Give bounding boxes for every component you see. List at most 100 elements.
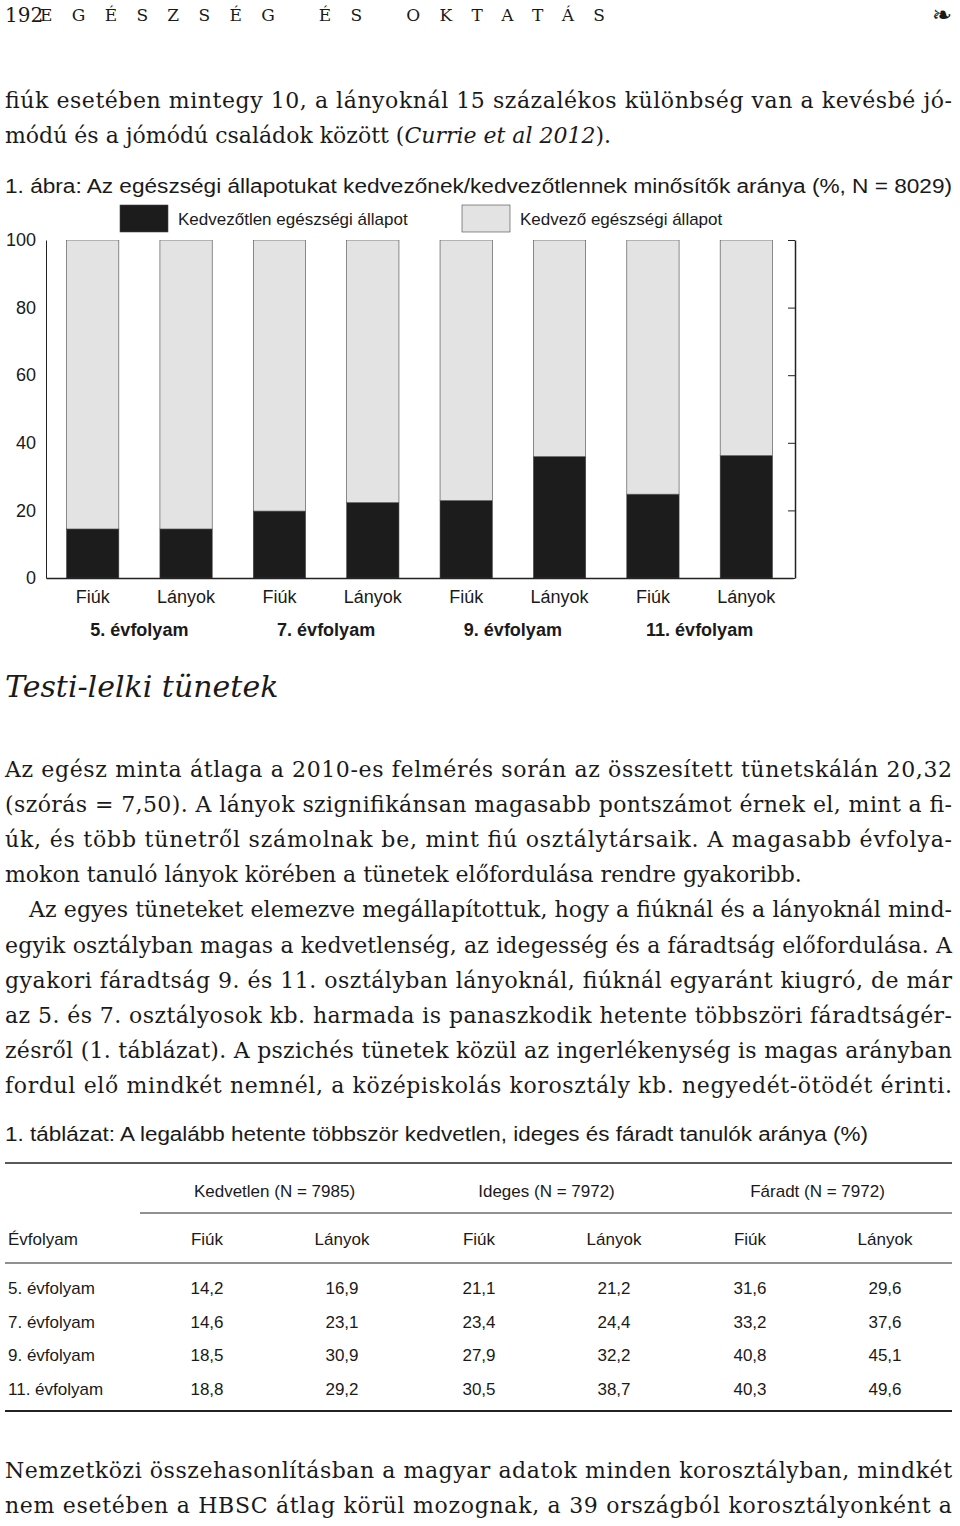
table-cell: 7. évfolyam — [8, 1313, 95, 1332]
tick — [788, 308, 795, 309]
table-cell: 18,8 — [190, 1380, 223, 1399]
table-cell: 21,2 — [597, 1279, 630, 1298]
tick: 80 — [16, 298, 46, 318]
bar — [67, 240, 119, 529]
table-cell: 5. évfolyam — [8, 1279, 95, 1298]
legend-label: Kedvezőtlen egészségi állapot — [178, 210, 408, 229]
tick: Fiúk — [76, 587, 111, 607]
tick-label: Fiúk — [449, 587, 484, 607]
tick: Fiúk — [449, 587, 484, 607]
text-line: nem esetében a HBSC átlag körül mozognak… — [5, 1493, 952, 1518]
table-cell: 21,1 — [462, 1279, 495, 1298]
text-line: fiúk esetében mintegy 10, a lányoknál 15… — [5, 88, 952, 113]
axis-line — [46, 241, 47, 579]
bar — [253, 240, 305, 511]
axis-line — [47, 578, 794, 580]
table-cell: 30,9 — [325, 1346, 358, 1365]
tick-mark — [788, 240, 795, 241]
x-axis: FiúkLányokFiúkLányokFiúkLányokFiúkLányok — [47, 579, 794, 607]
bar — [160, 240, 212, 529]
bar — [440, 501, 492, 578]
tick: Lányok — [344, 587, 403, 607]
text-line: fordul elő mindkét nemnél, a középiskolá… — [5, 1073, 952, 1098]
table-cell: 11. évfolyam — [8, 1380, 103, 1399]
text-line: módú és a jómódú családok között (Currie… — [5, 123, 611, 148]
tick: 20 — [16, 501, 46, 521]
tick: 60 — [16, 365, 46, 385]
table-cell: 37,6 — [868, 1313, 901, 1332]
text-line: úk, és több tünetről számolnak be, mint … — [5, 827, 952, 852]
table-cell: 9. évfolyam — [8, 1346, 95, 1365]
bar — [440, 240, 492, 501]
tick-label: Fiúk — [76, 587, 111, 607]
text-run: módú és a jómódú családok között ( — [5, 123, 404, 148]
table-header: Lányok — [587, 1230, 642, 1249]
text-line: Az egyes tüneteket elemezve megállapítot… — [28, 897, 952, 922]
text-line: gyakori fáradtság 9. és 11. osztályban l… — [5, 968, 952, 993]
table-header: Fiúk — [463, 1230, 496, 1249]
group-label: 7. évfolyam — [277, 620, 375, 640]
table-cell: 14,2 — [190, 1279, 223, 1298]
tick-mark — [788, 443, 795, 444]
tick-mark — [788, 510, 795, 511]
text-line: az 5. és 7. osztályosok kb. harmada is p… — [5, 1003, 952, 1028]
legend-swatch — [462, 205, 510, 232]
bar — [347, 240, 399, 503]
tick: 100 — [6, 230, 46, 250]
page: 192EGÉSZSÉG ÉS OKTATÁS ❧ fiúk esetében min… — [0, 0, 960, 1526]
tick — [788, 375, 795, 376]
bar — [347, 503, 399, 578]
plot-area — [67, 240, 773, 578]
legend-swatch — [120, 205, 168, 232]
text-line: egyik osztályban magas a kedvetlenség, a… — [5, 933, 953, 958]
table-cell: 45,1 — [868, 1346, 901, 1365]
table-cell: 29,6 — [868, 1279, 901, 1298]
table-cell: 32,2 — [597, 1346, 630, 1365]
bar — [533, 240, 585, 457]
ornament: ❧ — [932, 1, 952, 29]
text-line: Nemzetközi összehasonlításban a magyar a… — [5, 1458, 952, 1483]
tick: Lányok — [157, 587, 216, 607]
table-rule — [5, 1263, 952, 1264]
text-run: ). — [595, 123, 611, 148]
tick-label: Lányok — [157, 587, 216, 607]
table-header: Fiúk — [734, 1230, 767, 1249]
tick-mark — [788, 308, 795, 309]
tick-mark — [788, 375, 795, 376]
table-cell: 14,6 — [190, 1313, 223, 1332]
bar — [720, 240, 772, 456]
table-cell: 38,7 — [597, 1380, 630, 1399]
table-cell: 18,5 — [190, 1346, 223, 1365]
bar — [720, 456, 772, 578]
tick-label: Lányok — [531, 587, 590, 607]
table-title: 1. táblázat: A legalább hetente többször… — [5, 1123, 868, 1145]
tick: 40 — [16, 433, 46, 453]
bar — [627, 240, 679, 494]
text-line: mokon tanuló lányok körében a tünetek el… — [5, 862, 802, 887]
tick-label: Lányok — [344, 587, 403, 607]
bar — [253, 511, 305, 578]
table-header: Évfolyam — [8, 1230, 78, 1249]
tick-label: Lányok — [717, 587, 776, 607]
bar — [627, 494, 679, 578]
section-heading: Testi-lelki tünetek — [5, 669, 278, 704]
table-cell: 31,6 — [733, 1279, 766, 1298]
tick — [788, 443, 795, 444]
tick-label: 80 — [16, 298, 36, 318]
table-rule — [140, 1213, 952, 1214]
tick-label: Fiúk — [262, 587, 297, 607]
legend-label: Kedvező egészségi állapot — [520, 210, 723, 229]
group-label: 11. évfolyam — [646, 620, 753, 640]
table-rule — [5, 1410, 952, 1412]
tick-label: 60 — [16, 365, 36, 385]
running-title: EGÉSZSÉG ÉS OKTATÁS — [40, 5, 605, 25]
table-group-header: Kedvetlen (N = 7985) — [194, 1182, 355, 1201]
group-label: 9. évfolyam — [464, 620, 562, 640]
tick: Fiúk — [262, 587, 297, 607]
tick: Lányok — [531, 587, 590, 607]
tick — [788, 510, 795, 511]
table-cell: 33,2 — [733, 1313, 766, 1332]
text-line: zésről (1. táblázat). A pszichés tünetek… — [5, 1038, 952, 1063]
tick: 0 — [26, 568, 46, 588]
page-number: 192 — [5, 3, 43, 27]
